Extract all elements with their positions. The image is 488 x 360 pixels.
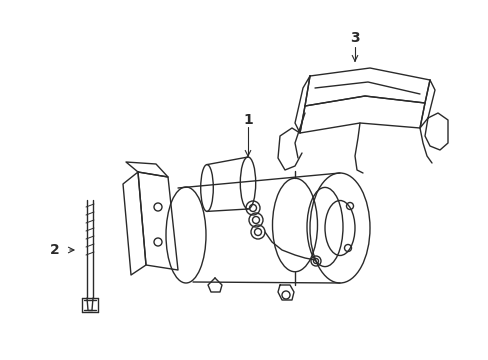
Text: 3: 3 [349, 31, 359, 45]
Text: 1: 1 [243, 113, 252, 127]
Text: 2: 2 [50, 243, 60, 257]
